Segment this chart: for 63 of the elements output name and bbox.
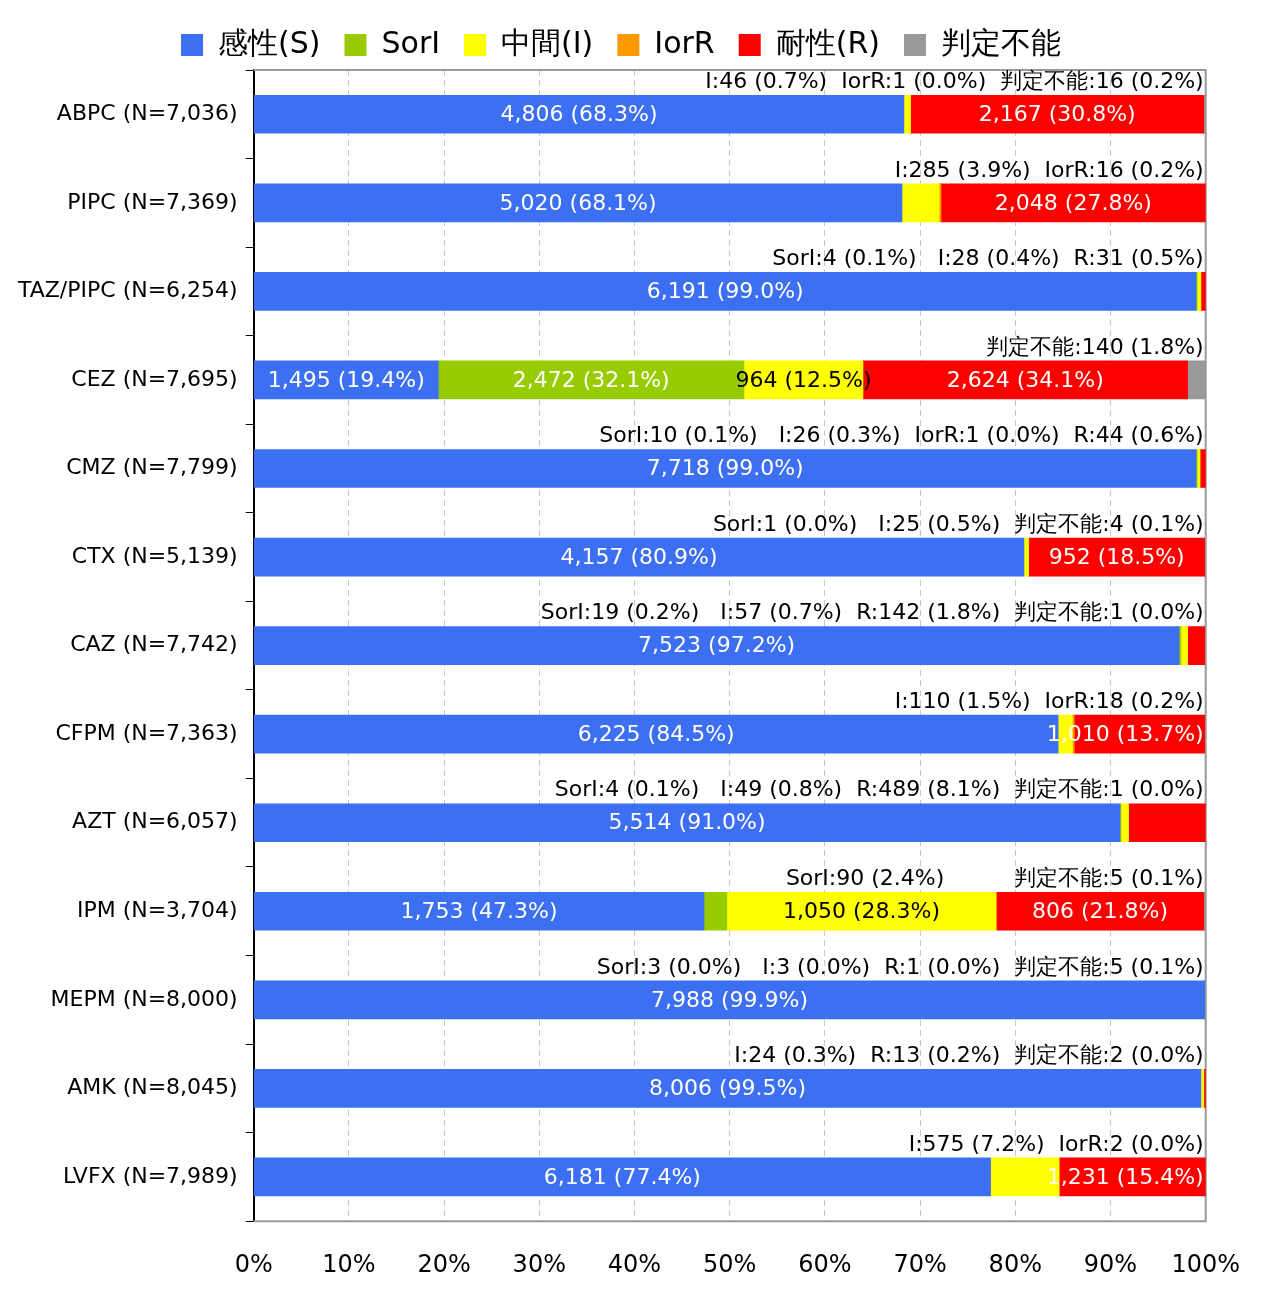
annotation: I:110 (1.5%) IorR:18 (0.2%) (894, 687, 1204, 713)
data-label: 8,006 (99.5%) (649, 1075, 807, 1101)
data-label: 7,988 (99.9%) (650, 986, 808, 1012)
data-label: 806 (21.8%) (1032, 897, 1169, 923)
data-label: 1,753 (47.3%) (400, 897, 558, 923)
y-tick-label: TAZ/PIPC (N=6,254) (16, 277, 238, 303)
legend-label: 感性(S) (218, 24, 321, 60)
data-label: 6,225 (84.5%) (577, 720, 735, 746)
x-tick-label: 40% (607, 1249, 662, 1278)
x-tick-label: 10% (322, 1249, 376, 1278)
data-label: 5,020 (68.1%) (499, 189, 657, 215)
data-label: 7,718 (99.0%) (646, 455, 804, 481)
annotation: 判定不能:140 (1.8%) (986, 333, 1204, 359)
y-tick-label: LVFX (N=7,989) (63, 1162, 238, 1188)
annotation: SorI:3 (0.0%) I:3 (0.0%) R:1 (0.0%) 判定不能:5 (0.1%) (596, 953, 1204, 979)
y-tick-label: CEZ (N=7,695) (71, 365, 238, 391)
legend-label: 判定不能 (940, 24, 1061, 60)
data-label: 1,050 (28.3%) (783, 897, 941, 923)
x-tick-label: 30% (512, 1249, 566, 1278)
y-tick-label: CAZ (N=7,742) (70, 631, 238, 657)
data-label: 2,472 (32.1%) (512, 366, 670, 392)
x-tick-label: 100% (1171, 1249, 1241, 1278)
y-tick-label: AMK (N=8,045) (67, 1074, 238, 1100)
y-tick-label: MEPM (N=8,000) (50, 985, 238, 1011)
annotation: I:575 (7.2%) IorR:2 (0.0%) (908, 1130, 1204, 1156)
annotation: SorI:19 (0.2%) I:57 (0.7%) R:142 (1.8%) 判定不能:1 (0.0%) (540, 599, 1204, 625)
legend-label: IorR (654, 24, 715, 60)
data-label: 2,048 (27.8%) (994, 189, 1152, 215)
x-tick-label: 80% (988, 1249, 1042, 1278)
annotation: I:46 (0.7%) IorR:1 (0.0%) 判定不能:16 (0.2%) (705, 68, 1204, 93)
data-label: 952 (18.5%) (1048, 543, 1185, 569)
y-tick-label: PIPC (N=7,369) (67, 188, 238, 214)
data-label: 2,624 (34.1%) (946, 366, 1104, 392)
annotation: SorI:4 (0.1%) I:49 (0.8%) R:489 (8.1%) 判定不能:1 (0.0%) (554, 776, 1204, 802)
y-tick-label: CFPM (N=7,363) (55, 719, 238, 745)
legend-label: 中間(I) (501, 24, 594, 60)
y-tick-label: CTX (N=5,139) (71, 542, 238, 568)
x-tick-label: 60% (798, 1249, 852, 1278)
x-tick-label: 20% (417, 1249, 471, 1278)
x-tick-label: 50% (703, 1249, 757, 1278)
annotation: SorI:90 (2.4%) 判定不能:5 (0.1%) (785, 864, 1204, 890)
y-tick-label: ABPC (N=7,036) (56, 100, 238, 125)
data-label: 2,167 (30.8%) (978, 101, 1136, 126)
y-tick-label: IPM (N=3,704) (76, 896, 238, 922)
data-label: 4,157 (80.9%) (560, 543, 718, 569)
x-tick-label: 70% (893, 1249, 947, 1278)
data-label: 4,806 (68.3%) (500, 101, 658, 126)
data-label: 5,514 (91.0%) (608, 809, 766, 835)
legend-label: 耐性(R) (775, 24, 880, 60)
annotation: SorI:10 (0.1%) I:26 (0.3%) IorR:1 (0.0%) R:44 (0.6%) (599, 422, 1204, 448)
data-label: 1,495 (19.4%) (267, 366, 425, 392)
annotation: I:24 (0.3%) R:13 (0.2%) 判定不能:2 (0.0%) (734, 1042, 1204, 1068)
x-tick-label: 0% (234, 1249, 273, 1278)
x-tick-label: 90% (1083, 1249, 1138, 1278)
annotation: SorI:4 (0.1%) I:28 (0.4%) R:31 (0.5%) (772, 245, 1204, 271)
annotation: I:285 (3.9%) IorR:16 (0.2%) (894, 156, 1204, 182)
data-label: 6,191 (99.0%) (646, 278, 804, 304)
annotation: SorI:1 (0.0%) I:25 (0.5%) 判定不能:4 (0.1%) (712, 510, 1204, 536)
data-label: 6,181 (77.4%) (543, 1163, 701, 1189)
legend-label: SorI (381, 24, 441, 60)
y-tick-label: CMZ (N=7,799) (66, 454, 238, 480)
data-label: 7,523 (97.2%) (638, 632, 796, 658)
y-tick-label: AZT (N=6,057) (72, 808, 238, 834)
